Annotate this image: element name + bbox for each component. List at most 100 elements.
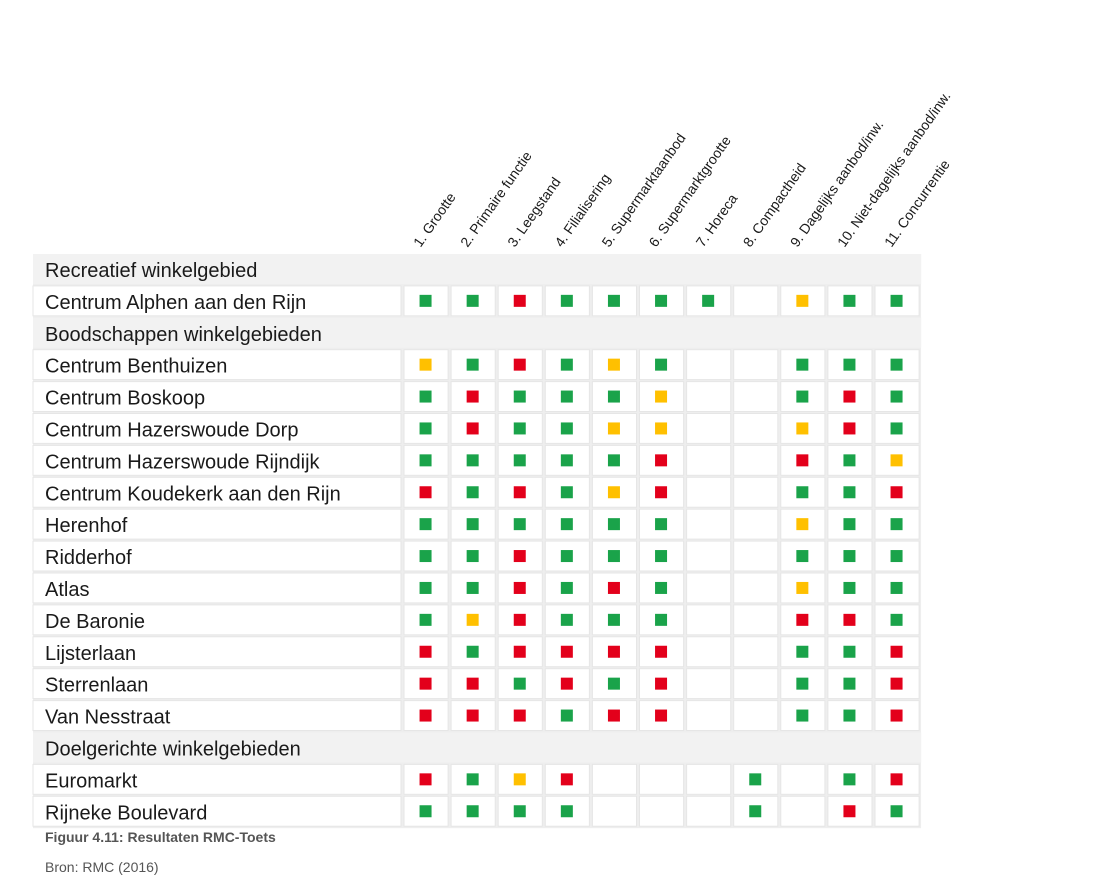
score-marker-yellow xyxy=(796,422,809,435)
matrix-cell xyxy=(733,636,779,668)
score-marker-green xyxy=(890,550,903,563)
score-marker-red xyxy=(513,486,526,499)
matrix-cell xyxy=(733,476,779,508)
matrix-cell xyxy=(686,540,732,572)
section-header: Doelgerichte winkelgebieden xyxy=(45,738,301,760)
score-marker-red xyxy=(513,645,526,658)
row-label: Ridderhof xyxy=(45,547,132,569)
matrix-cell xyxy=(874,444,920,476)
score-marker-green xyxy=(513,677,526,690)
score-marker-red xyxy=(890,645,903,658)
score-marker-green xyxy=(466,581,479,594)
score-marker-red xyxy=(419,645,432,658)
score-marker-green xyxy=(466,294,479,307)
score-marker-green xyxy=(655,358,668,371)
score-marker-green xyxy=(607,613,620,626)
score-marker-green xyxy=(890,390,903,403)
score-marker-red xyxy=(513,294,526,307)
score-marker-green xyxy=(466,805,479,818)
row-label: Centrum Hazerswoude Dorp xyxy=(45,419,298,441)
row-label: Centrum Alphen aan den Rijn xyxy=(45,292,306,314)
score-marker-green xyxy=(466,486,479,499)
score-marker-red xyxy=(419,709,432,722)
matrix-cell xyxy=(686,444,732,476)
row-label-bg xyxy=(32,795,402,827)
score-marker-green xyxy=(702,294,715,307)
score-marker-green xyxy=(890,581,903,594)
matrix-cell xyxy=(497,572,543,604)
row-label-bg xyxy=(32,381,402,413)
score-marker-green xyxy=(560,805,573,818)
score-marker-green xyxy=(843,518,856,531)
score-marker-green xyxy=(466,550,479,563)
score-marker-green xyxy=(466,518,479,531)
column-header: 5. Supermarktaanbod xyxy=(598,130,688,249)
score-marker-yellow xyxy=(796,518,809,531)
matrix-cell xyxy=(827,508,873,540)
matrix-cell xyxy=(686,700,732,731)
score-marker-green xyxy=(466,773,479,786)
score-marker-green xyxy=(560,454,573,467)
score-marker-green xyxy=(655,613,668,626)
section-header-bg xyxy=(33,317,922,348)
matrix-cell xyxy=(639,381,685,413)
matrix-cell xyxy=(780,763,826,795)
section-header: Recreatief winkelgebied xyxy=(45,260,257,282)
score-marker-red xyxy=(560,773,573,786)
score-marker-green xyxy=(419,550,432,563)
score-marker-red xyxy=(419,486,432,499)
score-marker-red xyxy=(843,613,856,626)
row-label: De Baronie xyxy=(45,611,145,633)
score-marker-red xyxy=(890,486,903,499)
row-label: Lijsterlaan xyxy=(45,643,136,665)
score-marker-green xyxy=(513,390,526,403)
score-marker-green xyxy=(513,518,526,531)
score-marker-red xyxy=(607,645,620,658)
matrix-cell xyxy=(827,540,873,572)
score-marker-green xyxy=(419,518,432,531)
score-marker-yellow xyxy=(655,422,668,435)
score-marker-green xyxy=(560,390,573,403)
matrix-cell xyxy=(733,413,779,444)
matrix-cell xyxy=(686,413,732,444)
column-header: 7. Horeca xyxy=(693,191,741,250)
matrix-cell xyxy=(686,476,732,508)
matrix-cell xyxy=(686,349,732,381)
score-marker-green xyxy=(796,486,809,499)
row-label-bg xyxy=(32,604,402,636)
score-marker-green xyxy=(607,390,620,403)
score-marker-green xyxy=(607,518,620,531)
score-marker-green xyxy=(843,486,856,499)
score-marker-green xyxy=(796,358,809,371)
row-label: Euromarkt xyxy=(45,770,138,792)
row-label: Sterrenlaan xyxy=(45,675,148,697)
matrix-cell xyxy=(686,604,732,636)
row-label-bg xyxy=(32,540,402,572)
matrix-cell xyxy=(497,285,543,317)
score-marker-green xyxy=(513,805,526,818)
score-marker-green xyxy=(890,518,903,531)
score-marker-yellow xyxy=(890,454,903,467)
score-marker-red xyxy=(466,422,479,435)
score-marker-red xyxy=(843,422,856,435)
score-marker-green xyxy=(796,550,809,563)
score-marker-yellow xyxy=(607,422,620,435)
row-label: Centrum Benthuizen xyxy=(45,356,227,378)
score-marker-red xyxy=(513,709,526,722)
score-marker-yellow xyxy=(796,294,809,307)
score-marker-green xyxy=(843,358,856,371)
score-marker-green xyxy=(513,454,526,467)
score-marker-green xyxy=(843,645,856,658)
matrix-cell xyxy=(780,795,826,827)
matrix-cell xyxy=(686,668,732,700)
score-marker-red xyxy=(466,709,479,722)
matrix-cell xyxy=(686,636,732,668)
column-header: 6. Supermarktgrootte xyxy=(645,133,734,250)
score-marker-green xyxy=(607,294,620,307)
score-marker-red xyxy=(655,454,668,467)
section-header: Boodschappen winkelgebieden xyxy=(45,324,322,346)
matrix-cell xyxy=(639,795,685,827)
column-header: 1. Grootte xyxy=(410,189,459,249)
score-marker-red xyxy=(890,677,903,690)
